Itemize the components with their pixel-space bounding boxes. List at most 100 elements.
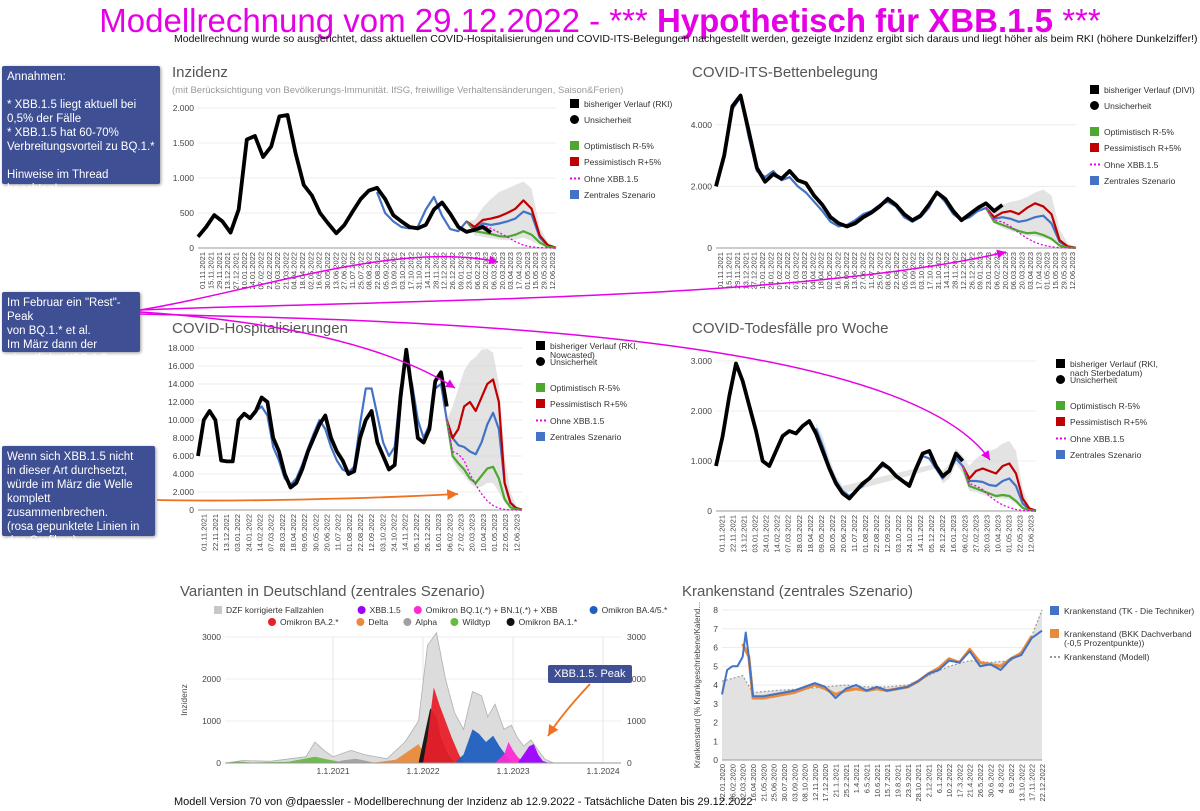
legend-label: Omikron BA.2.* <box>280 617 339 627</box>
x-tick-label: 12.06.2023 <box>1068 252 1077 290</box>
x-tick-label: 13.10.2022 <box>1017 764 1026 802</box>
x-tick-label: 02.05.2022 <box>825 252 834 290</box>
x-tick-label: 04.04.2022 <box>290 252 299 290</box>
chart-hosp: 0 2.000 4.000 6.000 8.000 10.000 12.000 14.000 1… <box>168 341 638 552</box>
legend-label: bisheriger Verlauf (RKI, <box>550 341 638 351</box>
legend-swatch <box>1056 417 1065 426</box>
page-title: Modellrechnung vom 29.12.2022 - *** Hypo… <box>99 2 1101 39</box>
series-line <box>961 465 1037 512</box>
legend-swatch <box>450 618 459 626</box>
legend-swatch <box>1056 450 1065 459</box>
x-tick-label: 25.2.2021 <box>842 764 851 797</box>
series-line <box>961 462 1037 512</box>
legend-label: bisheriger Verlauf (DIVI) <box>1104 85 1195 95</box>
x-tick-label: 28.03.2022 <box>795 515 804 553</box>
x-tick-label: 10.04.2023 <box>993 515 1002 553</box>
x-tick-label: 01.11.2021 <box>198 252 207 289</box>
x-tick-label: 08.08.2022 <box>884 252 893 290</box>
series-line <box>445 419 523 511</box>
x-tick-label: 10.2.2022 <box>945 764 954 797</box>
x-tick-label: 13.12.2021 <box>740 515 749 553</box>
x-tick-label: 14.11.2022 <box>423 252 432 289</box>
y-tick-label: 4 <box>713 680 718 690</box>
legend-label: Optimistisch R-5% <box>550 383 620 393</box>
y-tick-label: 1.000 <box>173 173 195 183</box>
x-tick-label: 29.05.2023 <box>1059 252 1068 290</box>
legend-swatch <box>1090 127 1099 136</box>
x-tick-label: 03.09.2020 <box>790 764 799 802</box>
legend-label: Unsicherheit <box>1104 101 1152 111</box>
legend-swatch <box>1090 176 1099 185</box>
x-tick-label: 16.01.2023 <box>434 514 443 552</box>
x-tick-label: 15.05.2023 <box>1051 252 1060 290</box>
x-tick-label: 28.11.2022 <box>431 252 440 289</box>
x-tick-label: 07.02.2022 <box>256 252 265 290</box>
x-tick-label: 12.06.2023 <box>1026 515 1035 553</box>
x-tick-label: 15.05.2023 <box>531 252 540 290</box>
x-tick-label: 03.10.2022 <box>917 252 926 290</box>
legend-label: Zentrales Szenario <box>1104 176 1176 186</box>
series-line <box>465 199 557 249</box>
x-tick-label: 09.05.2022 <box>817 515 826 553</box>
y-tick-label: 10.000 <box>168 415 194 425</box>
panel-title-varianten: Varianten in Deutschland (zentrales Szen… <box>180 583 485 600</box>
legend-swatch <box>356 618 365 626</box>
x-tick-label: 03.04.2023 <box>1026 252 1035 290</box>
x-tick-label: 1.1.2023 <box>496 766 529 776</box>
series-line <box>985 202 1077 249</box>
x-tick-label: 11.07.2022 <box>850 515 859 552</box>
legend-label: Unsicherheit <box>584 115 632 125</box>
x-tick-label: 01.05.2023 <box>523 252 532 290</box>
y-tick-label: 500 <box>180 208 194 218</box>
x-tick-label: 05.12.2022 <box>927 515 936 553</box>
x-tick-label: 24.01.2022 <box>244 514 253 552</box>
series-line <box>721 629 1043 700</box>
x-tick-label: 14.11.2022 <box>942 252 951 289</box>
legend-label: Omikron BQ.1(.*) + BN.1(.*) + XBB <box>426 605 558 615</box>
x-tick-label: 26.12.2022 <box>938 515 947 553</box>
legend-label: (-0,5 Prozentpunkte)) <box>1064 638 1144 648</box>
x-tick-label: 08.08.2022 <box>365 252 374 290</box>
x-tick-label: 1.4.2021 <box>852 764 861 793</box>
y2-tick-label: 3000 <box>627 632 646 642</box>
footer-text: Modell Version 70 von @dpaessler - Model… <box>174 796 753 808</box>
legend-label: Omikron BA.4/5.* <box>602 605 668 615</box>
legend-label: Unsicherheit <box>1070 375 1118 385</box>
legend-label: Krankenstand (BKK Dachverband <box>1064 629 1192 639</box>
x-tick-label: 01.05.2023 <box>1004 515 1013 553</box>
x-tick-label: 4.8.2022 <box>997 764 1006 793</box>
x-tick-label: 16.05.2022 <box>315 252 324 290</box>
x-tick-label: 27.06.2022 <box>859 252 868 290</box>
y2-tick-label: 1000 <box>627 716 646 726</box>
variant-area <box>423 687 464 763</box>
legend-swatch <box>570 115 579 124</box>
x-tick-label: 22.05.2023 <box>501 514 510 552</box>
y-tick-label: 2.000 <box>173 487 195 497</box>
chart-its: 0 2.000 4.000 01.11.2021 15.11.2021 29.11.202… <box>691 85 1195 290</box>
y-tick-label: 4.000 <box>173 469 195 479</box>
y-tick-label: 1.000 <box>691 456 713 466</box>
x-tick-label: 30.05.2022 <box>311 514 320 552</box>
x-tick-label: 12.11.2020 <box>811 764 820 801</box>
x-tick-label: 17.12.2020 <box>821 764 830 802</box>
x-tick-label: 27.12.2021 <box>231 252 240 290</box>
x-tick-label: 30.05.2022 <box>828 515 837 553</box>
x-tick-label: 29.11.2021 <box>733 252 742 289</box>
legend-label: nach Sterbedatum) <box>1070 368 1142 378</box>
x-tick-label: 27.12.2021 <box>750 252 759 290</box>
x-tick-label: 10.01.2022 <box>758 252 767 290</box>
x-tick-label: 22.08.2022 <box>872 515 881 553</box>
series-line <box>196 347 449 490</box>
y-tick-label: 12.000 <box>168 397 194 407</box>
x-tick-label: 03.10.2022 <box>894 515 903 553</box>
x-tick-label: 01.08.2022 <box>861 515 870 553</box>
x-tick-label: 24.10.2022 <box>390 514 399 552</box>
x-tick-label: 24.01.2022 <box>248 252 257 290</box>
x-tick-label: 19.8.2021 <box>893 764 902 797</box>
legend-label: Pessimistisch R+5% <box>584 157 662 167</box>
x-tick-label: 07.03.2022 <box>784 515 793 553</box>
x-tick-label: 07.03.2022 <box>792 252 801 290</box>
series-line <box>714 93 1004 229</box>
